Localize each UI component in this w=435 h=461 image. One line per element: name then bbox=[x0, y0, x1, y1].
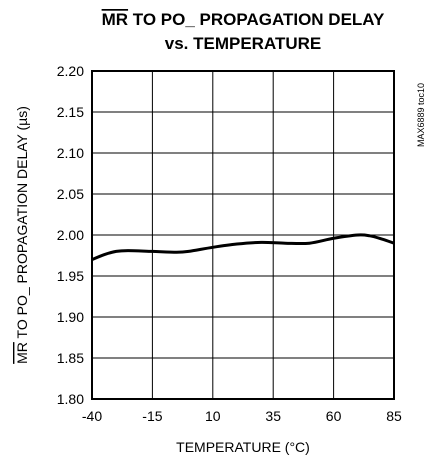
title-rest-text: TO PO_ PROPAGATION DELAY bbox=[128, 10, 385, 29]
y-tick-label: 2.05 bbox=[57, 186, 84, 202]
chart-title-line2: vs. TEMPERATURE bbox=[165, 34, 322, 53]
y-tick-label: 2.15 bbox=[57, 104, 84, 120]
ylabel-overlined-text: MR bbox=[14, 342, 30, 364]
y-tick-label: 2.10 bbox=[57, 145, 84, 161]
series-group bbox=[91, 233, 395, 261]
y-tick-label: 2.20 bbox=[57, 63, 84, 79]
plot-frame bbox=[91, 70, 395, 400]
x-axis-label: TEMPERATURE (°C) bbox=[176, 439, 310, 455]
x-tick-label: 35 bbox=[265, 408, 281, 424]
grid bbox=[92, 71, 394, 399]
x-tick-label: -15 bbox=[142, 408, 162, 424]
y-tick-label: 2.00 bbox=[57, 227, 84, 243]
figure-code: MAX6889 toc10 bbox=[416, 83, 426, 147]
series-line bbox=[91, 233, 395, 261]
x-tick-label: 10 bbox=[205, 408, 221, 424]
tick-labels: -40 -15 10 35 60 85 1.80 1.85 1.90 1.95 2.00 2.05 2.… bbox=[57, 63, 402, 424]
y-axis-label: MR TO PO_ PROPAGATION DELAY (µs) bbox=[14, 106, 30, 364]
ylabel-rest-text: TO PO_ PROPAGATION DELAY (µs) bbox=[14, 106, 30, 342]
y-tick-label: 1.80 bbox=[57, 391, 84, 407]
y-tick-label: 1.95 bbox=[57, 268, 84, 284]
y-tick-label: 1.90 bbox=[57, 309, 84, 325]
y-tick-label: 1.85 bbox=[57, 350, 84, 366]
x-tick-label: 85 bbox=[386, 408, 402, 424]
chart-title-line1: MR TO PO_ PROPAGATION DELAY bbox=[102, 10, 385, 29]
title-overlined-text: MR bbox=[102, 10, 128, 29]
x-tick-label: 60 bbox=[326, 408, 342, 424]
x-tick-label: -40 bbox=[82, 408, 102, 424]
